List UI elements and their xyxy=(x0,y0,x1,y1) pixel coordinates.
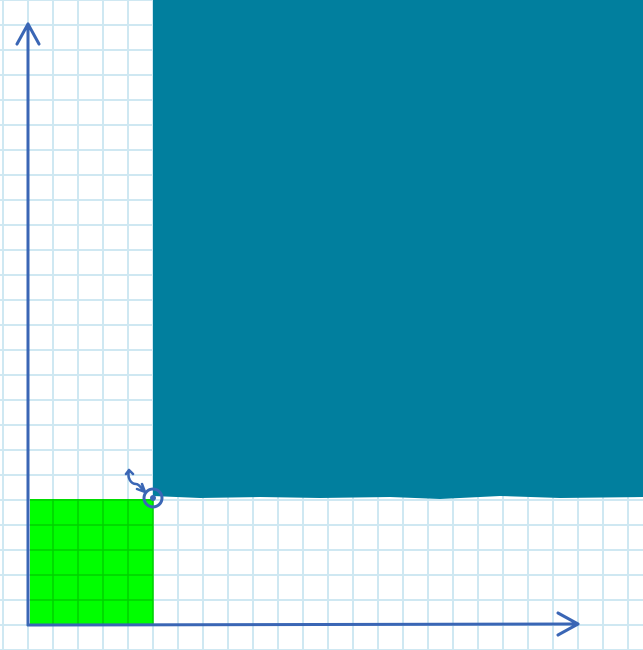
x-axis xyxy=(26,622,579,627)
grid-over-small-square xyxy=(27,499,154,626)
y-axis-arrowhead-icon xyxy=(15,22,41,46)
pivot-point-center xyxy=(150,495,156,501)
x-axis-arrowhead-icon xyxy=(556,611,580,637)
rotation-arrowhead-icon xyxy=(124,468,135,476)
pivot-point-icon xyxy=(142,487,164,509)
large-square xyxy=(153,0,643,499)
rotation-arrow-icon xyxy=(127,469,146,493)
small-square xyxy=(30,499,153,625)
